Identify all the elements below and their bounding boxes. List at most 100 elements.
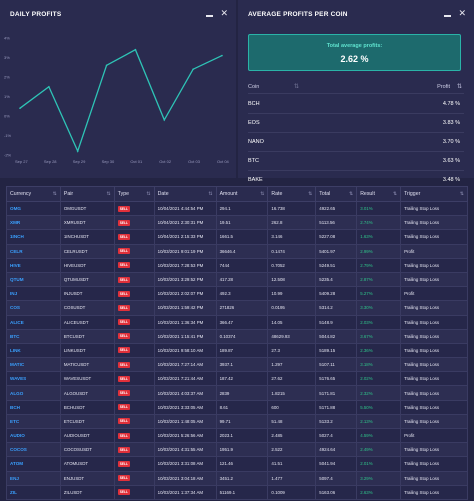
table-row[interactable]: WAVES WAVESUSDT SELL 10/03/2021 7:21:44 AM 1… — [6, 371, 468, 387]
cell-currency[interactable]: BTC — [6, 328, 61, 344]
table-row[interactable]: ENJ ENJUSDT SELL 10/03/2021 3:04:18 AM 3451.… — [6, 470, 468, 486]
cell-currency[interactable]: ZIL — [6, 484, 61, 500]
close-icon[interactable]: ✕ — [220, 8, 228, 18]
cell-amount: 366.47 — [215, 314, 269, 330]
cell-currency[interactable]: ENJ — [6, 470, 61, 486]
column-header-total[interactable]: Total ⇅ — [315, 186, 358, 202]
table-row[interactable]: HIVE HIVEUSDT SELL 10/03/2021 7:28:53 PM 744… — [6, 257, 468, 273]
data-point[interactable] — [19, 107, 21, 109]
column-header-trigger[interactable]: Trigger ⇅ — [400, 186, 468, 202]
cell-result: 2.99% — [356, 243, 402, 259]
cell-currency[interactable]: CELR — [6, 243, 61, 259]
cell-date: 10/03/2021 4:03:37 AM — [153, 385, 217, 401]
y-tick-label: 3% — [4, 55, 10, 60]
table-row[interactable]: BTC BTCUSDT SELL 10/03/2021 1:15:41 PM 0.103… — [6, 328, 468, 344]
cell-rate: 16.738 — [267, 200, 317, 217]
minimize-icon[interactable] — [206, 15, 214, 17]
table-row[interactable]: AUDIO AUDIOUSDT SELL 10/03/2021 5:26:56 AM 2… — [6, 427, 468, 444]
table-row[interactable]: ALGO ALGOUSDT SELL 10/03/2021 4:03:37 AM 283… — [6, 385, 468, 401]
data-point[interactable] — [48, 85, 50, 88]
column-header-result[interactable]: Result ⇅ — [356, 186, 402, 202]
cell-currency[interactable]: MATIC — [6, 357, 61, 373]
table-row[interactable]: MATIC MATICUSDT SELL 10/03/2021 7:27:14 AM 3… — [6, 357, 468, 373]
cell-currency[interactable]: AUDIO — [6, 427, 61, 444]
cell-currency[interactable]: COS — [6, 300, 61, 316]
table-row[interactable]: OMG OMGUSDT SELL 10/04/2021 4:44:54 PM 294.1… — [6, 200, 468, 217]
data-point[interactable] — [134, 48, 137, 51]
table-row[interactable]: ZIL ZILUSDT SELL 10/03/2021 1:37:34 AM 51169… — [6, 484, 468, 500]
cell-rate: 0.1474 — [267, 243, 317, 259]
cell-currency[interactable]: 1INCH — [6, 229, 61, 245]
sell-badge: SELL — [117, 404, 130, 411]
data-point[interactable] — [163, 119, 166, 121]
table-row[interactable]: XMR XMRUSDT SELL 10/04/2021 2:30:31 PM 19.51… — [6, 215, 468, 231]
cell-rate: 27.62 — [267, 371, 317, 387]
cell-date: 10/04/2021 2:30:31 PM — [153, 215, 217, 231]
cell-currency[interactable]: BCH — [6, 399, 61, 415]
coin-column-header[interactable]: Coin — [248, 84, 260, 90]
cell-total: 5235.4 — [315, 271, 358, 288]
column-header-type[interactable]: Type ⇅ — [113, 186, 155, 202]
cell-currency[interactable]: ATOM — [6, 456, 61, 472]
cell-currency[interactable]: HIVE — [6, 257, 61, 273]
cell-type: SELL — [113, 357, 155, 373]
cell-result: 2.03% — [356, 314, 402, 330]
cell-currency[interactable]: WAVES — [6, 371, 61, 387]
cell-date: 10/03/2021 9:01:19 PM — [153, 243, 217, 259]
cell-currency[interactable]: ALGO — [6, 385, 61, 401]
table-row[interactable]: LINK LINKUSDT SELL 10/03/2021 9:58:10 AM 189… — [6, 342, 468, 359]
table-row[interactable]: ATOM ATOMUSDT SELL 10/03/2021 3:31:08 AM 121… — [6, 456, 468, 472]
column-header-pair[interactable]: Pair ⇅ — [59, 186, 115, 202]
sell-badge: SELL — [117, 319, 130, 326]
cell-type: SELL — [113, 215, 155, 231]
table-row[interactable]: ETC ETCUSDT SELL 10/03/2021 1:48:05 AM 99.71… — [6, 413, 468, 430]
sort-icon[interactable]: ⇅ — [294, 84, 300, 90]
minimize-icon[interactable] — [444, 15, 452, 17]
cell-currency[interactable]: OMG — [6, 200, 61, 217]
cell-currency[interactable]: LINK — [6, 342, 61, 359]
table-row[interactable]: COS COSUSDT SELL 10/03/2021 1:59:42 PM 27182… — [6, 300, 468, 316]
table-row[interactable]: 1INCH 1INCHUSDT SELL 10/04/2021 2:15:33 PM 1… — [6, 229, 468, 245]
column-header-currency[interactable]: Currency ⇅ — [6, 186, 61, 202]
cell-currency[interactable]: ALICE — [6, 314, 61, 330]
sell-badge: SELL — [117, 361, 130, 368]
table-row[interactable]: ALICE ALICEUSDT SELL 10/03/2021 1:36:34 PM 3… — [6, 314, 468, 330]
table-row[interactable]: INJ INJUSDT SELL 10/03/2021 2:02:07 PM 492.3… — [6, 286, 468, 302]
cell-trigger: Trailing Stop Loss — [400, 399, 468, 415]
table-row[interactable]: BCH BCHUSDT SELL 10/03/2021 3:33:05 AM 8.61 6… — [6, 399, 468, 415]
data-point[interactable] — [76, 150, 79, 152]
sort-icon: ⇅ — [146, 191, 151, 197]
cell-date: 10/03/2021 9:58:10 AM — [153, 342, 217, 359]
cell-trigger: Profit — [400, 243, 468, 259]
data-point[interactable] — [221, 54, 223, 57]
cell-currency[interactable]: COCOS — [6, 442, 61, 458]
column-header-rate[interactable]: Rate ⇅ — [267, 186, 317, 202]
cell-amount: 187.42 — [215, 371, 269, 387]
cell-currency[interactable]: INJ — [6, 286, 61, 302]
cell-currency[interactable]: QTUM — [6, 271, 61, 288]
cell-type: SELL — [113, 257, 155, 273]
cell-currency[interactable]: ETC — [6, 413, 61, 430]
y-tick-label: 4% — [4, 36, 10, 41]
cell-rate: 27.3 — [267, 342, 317, 359]
data-point[interactable] — [105, 64, 108, 67]
column-header-date[interactable]: Date ⇅ — [153, 186, 217, 202]
cell-amount: 36646.4 — [215, 243, 269, 259]
table-row[interactable]: CELR CELRUSDT SELL 10/03/2021 9:01:19 PM 366… — [6, 243, 468, 259]
cell-date: 10/04/2021 2:15:33 PM — [153, 229, 217, 245]
trades-table-header: Currency ⇅ Pair ⇅ Type ⇅ Date ⇅ Amount ⇅ Rate… — [6, 186, 468, 202]
table-row[interactable]: QTUM QTUMUSDT SELL 10/03/2021 3:29:52 PM 417… — [6, 271, 468, 288]
x-tick-label: Oct 03 — [188, 159, 201, 164]
cell-result: 4.59% — [356, 427, 402, 444]
trades-table: Currency ⇅ Pair ⇅ Type ⇅ Date ⇅ Amount ⇅ Rate… — [6, 186, 468, 500]
sort-desc-icon[interactable]: ⇅ — [456, 84, 462, 90]
profit-column-header[interactable]: Profit — [437, 84, 450, 90]
x-tick-label: Sep 28 — [44, 159, 57, 164]
cell-currency[interactable]: XMR — [6, 215, 61, 231]
close-icon[interactable]: ✕ — [458, 8, 466, 18]
cell-trigger: Trailing Stop Loss — [400, 314, 468, 330]
table-row[interactable]: COCOS COCOSUSDT SELL 10/03/2021 4:31:55 AM 1… — [6, 442, 468, 458]
sell-badge: SELL — [117, 248, 130, 255]
data-point[interactable] — [192, 68, 194, 70]
column-header-amount[interactable]: Amount ⇅ — [215, 186, 269, 202]
